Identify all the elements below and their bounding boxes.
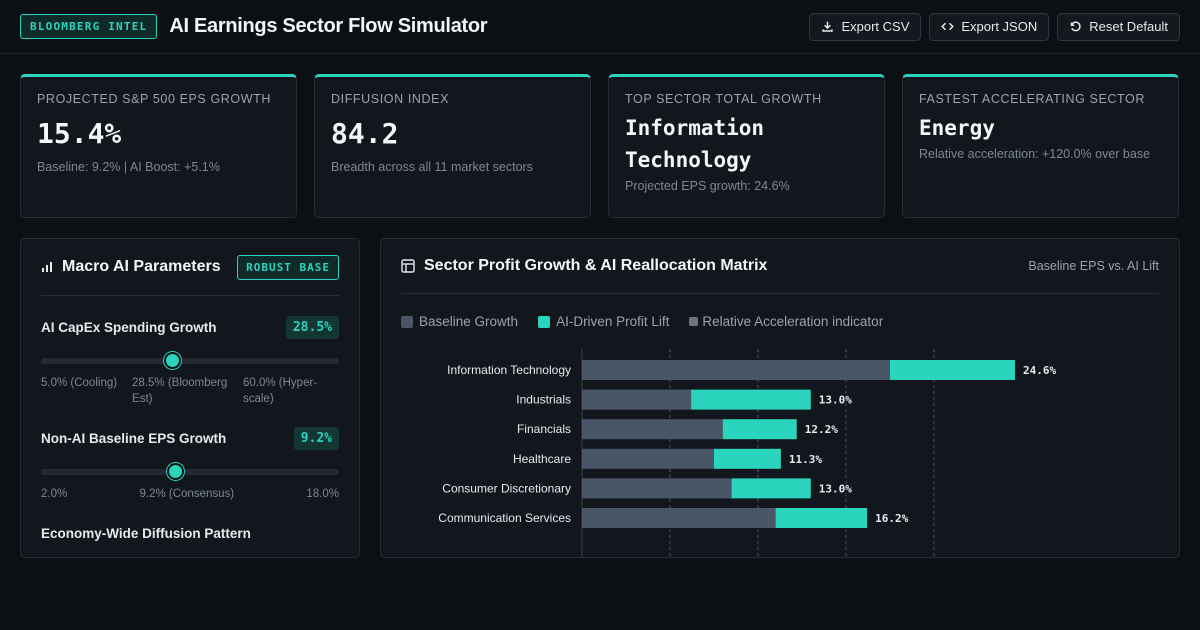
- kpi-value: Energy: [919, 116, 995, 140]
- kpi-sub: Projected EPS growth: 24.6%: [625, 179, 790, 193]
- bar-value-label: 13.0%: [819, 482, 852, 495]
- sector-growth-chart: Information Technology 24.6% Industrials 13…: [438, 349, 1056, 557]
- kpi-label: Projected S&P 500 EPS Growth: [37, 92, 271, 106]
- reset-default-button[interactable]: Reset Default: [1057, 12, 1180, 41]
- tick-min: 5.0% (Cooling): [41, 377, 118, 389]
- kpi-card-fastest-sector: Fastest Accelerating Sector Energy Relat…: [902, 74, 1179, 218]
- baseline-bar: [582, 389, 692, 410]
- slider-ticks: 2.0% 9.2% (Consensus) 18.0%: [41, 486, 339, 502]
- slider-ticks: 5.0% (Cooling) 28.5% (Bloomberg Est) 60.…: [41, 375, 339, 407]
- reset-icon: [1070, 21, 1081, 32]
- bar-chart-icon: [42, 262, 52, 272]
- slider-thumb[interactable]: [167, 463, 185, 480]
- category-label: Healthcare: [513, 452, 571, 466]
- panel-header: Macro AI Parameters ROBUST BASE: [41, 239, 339, 296]
- kpi-sub: Breadth across all 11 market sectors: [331, 160, 533, 174]
- export-json-label: Export JSON: [961, 19, 1038, 34]
- slider-thumb[interactable]: [164, 352, 182, 369]
- export-json-button[interactable]: Export JSON: [929, 12, 1050, 41]
- kpi-label: Top Sector Total Growth: [625, 92, 822, 106]
- kpi-sub: Relative acceleration: +120.0% over base: [919, 147, 1151, 161]
- app-title: AI Earnings Sector Flow Simulator: [169, 15, 488, 37]
- baseline-bar: [582, 478, 732, 499]
- chart-legend: Baseline Growth AI-Driven Profit Lift Re…: [401, 314, 1159, 329]
- param-ai-capex: AI CapEx Spending Growth 28.5% 5.0% (Coo…: [41, 316, 339, 407]
- bar-value-label: 16.2%: [875, 512, 908, 525]
- bar-value-label: 24.6%: [1023, 364, 1056, 377]
- kpi-label: Fastest Accelerating Sector: [919, 92, 1145, 106]
- export-csv-label: Export CSV: [841, 19, 910, 34]
- macro-parameters-panel: Macro AI Parameters ROBUST BASE AI CapEx…: [20, 238, 360, 558]
- reset-default-label: Reset Default: [1089, 19, 1168, 34]
- kpi-value: Information Technology: [625, 116, 765, 172]
- panel-title: Sector Profit Growth & AI Reallocation M…: [424, 257, 768, 274]
- tick-max: 60.0% (Hyper-scale): [242, 377, 318, 405]
- baseline-eps-slider[interactable]: [41, 463, 339, 480]
- header-actions: Export CSV Export JSON Reset Default: [809, 12, 1180, 41]
- diffusion-pattern-label: Economy-Wide Diffusion Pattern: [41, 526, 251, 541]
- kpi-card-top-sector: Top Sector Total Growth Information Tech…: [608, 74, 885, 218]
- app-header: BLOOMBERG INTEL AI Earnings Sector Flow …: [0, 0, 1200, 54]
- baseline-bar: [582, 508, 776, 528]
- baseline-bar: [582, 448, 714, 469]
- param-value: 28.5%: [285, 316, 339, 339]
- kpi-value: 84.2: [331, 117, 399, 150]
- category-label: Financials: [517, 422, 571, 436]
- legend-item-ai-lift: AI-Driven Profit Lift: [538, 314, 669, 329]
- legend-item-acceleration: Relative Acceleration indicator: [689, 314, 883, 329]
- ai-lift-bar: [731, 478, 811, 499]
- legend-swatch: [538, 315, 551, 328]
- param-baseline-eps: Non-AI Baseline EPS Growth 9.2% 2.0% 9.2…: [41, 427, 339, 502]
- tick-mid: 9.2% (Consensus): [139, 488, 235, 500]
- ai-capex-slider[interactable]: [41, 352, 339, 369]
- kpi-row: Projected S&P 500 EPS Growth 15.4% Basel…: [20, 74, 1180, 218]
- ai-lift-bar: [890, 360, 1015, 380]
- kpi-card-eps-growth: Projected S&P 500 EPS Growth 15.4% Basel…: [20, 74, 297, 218]
- sector-matrix-panel: Sector Profit Growth & AI Reallocation M…: [380, 238, 1180, 558]
- chart-meta: Baseline EPS vs. AI Lift: [1028, 259, 1159, 273]
- ai-lift-bar: [775, 508, 868, 528]
- ai-lift-bar: [722, 419, 797, 440]
- baseline-bar: [582, 419, 723, 440]
- kpi-card-diffusion-index: Diffusion Index 84.2 Breadth across all …: [314, 74, 591, 218]
- ai-lift-bar: [714, 448, 781, 469]
- ai-lift-bar: [691, 389, 811, 410]
- baseline-bar: [582, 360, 890, 380]
- legend-item-baseline: Baseline Growth: [401, 314, 518, 329]
- panel-header: Sector Profit Growth & AI Reallocation M…: [401, 239, 1159, 294]
- tick-min: 2.0%: [41, 488, 68, 500]
- robust-base-badge: ROBUST BASE: [237, 254, 339, 280]
- legend-label: AI-Driven Profit Lift: [556, 314, 670, 329]
- bar-value-label: 12.2%: [805, 423, 838, 436]
- legend-label: Relative Acceleration indicator: [702, 314, 884, 329]
- kpi-sub: Baseline: 9.2% | AI Boost: +5.1%: [37, 160, 220, 174]
- legend-label: Baseline Growth: [419, 314, 519, 329]
- category-label: Consumer Discretionary: [442, 481, 571, 495]
- bar-value-label: 13.0%: [819, 394, 852, 407]
- tick-max: 18.0%: [306, 488, 339, 500]
- category-label: Industrials: [516, 393, 571, 407]
- kpi-value: 15.4%: [37, 117, 122, 150]
- legend-swatch: [689, 317, 699, 326]
- legend-swatch: [401, 315, 413, 328]
- brand-badge: BLOOMBERG INTEL: [20, 14, 158, 39]
- param-label: AI CapEx Spending Growth: [41, 320, 217, 335]
- export-csv-button[interactable]: Export CSV: [809, 12, 922, 41]
- bar-value-label: 11.3%: [789, 453, 822, 466]
- kpi-label: Diffusion Index: [331, 92, 450, 106]
- table-icon: [401, 259, 415, 273]
- param-value: 9.2%: [293, 427, 339, 450]
- download-icon: [822, 21, 834, 32]
- category-label: Information Technology: [447, 363, 571, 377]
- param-label: Non-AI Baseline EPS Growth: [41, 431, 227, 446]
- panel-title: Macro AI Parameters: [62, 258, 221, 275]
- code-icon: [941, 22, 955, 31]
- tick-mid: 28.5% (Bloomberg Est): [132, 377, 228, 405]
- category-label: Communication Services: [438, 511, 571, 525]
